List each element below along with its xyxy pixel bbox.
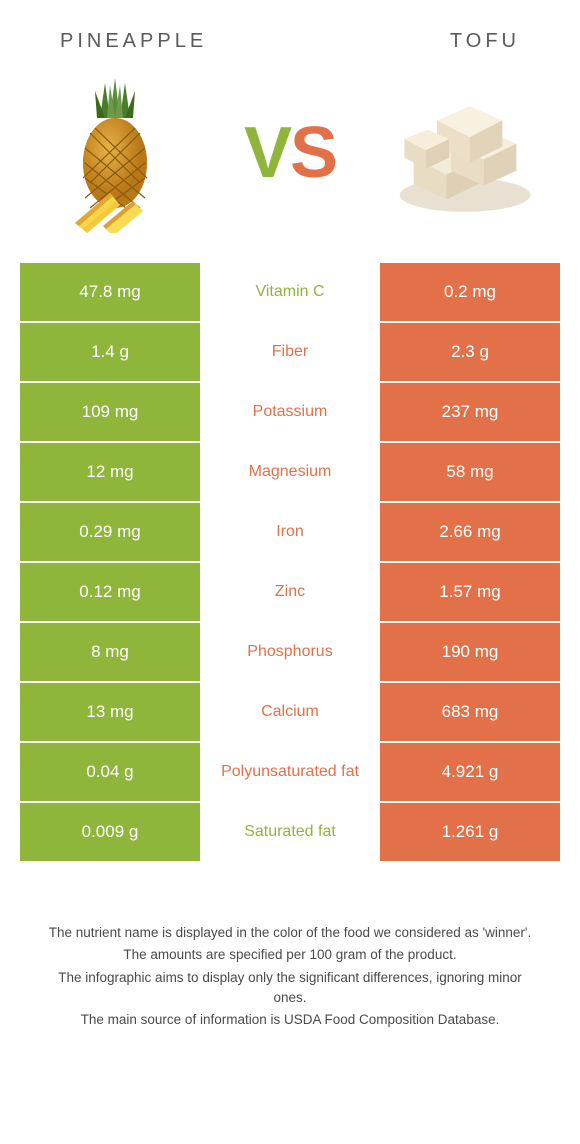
left-value: 1.4 g [20,323,200,381]
right-value: 237 mg [380,383,560,441]
nutrient-label: Magnesium [200,443,380,501]
right-food-title: TOFU [450,30,520,53]
table-row: 109 mgPotassium237 mg [20,383,560,443]
left-value: 0.12 mg [20,563,200,621]
left-value: 0.04 g [20,743,200,801]
table-row: 47.8 mgVitamin C0.2 mg [20,263,560,323]
nutrient-label: Fiber [200,323,380,381]
tofu-image [395,73,535,233]
right-value: 58 mg [380,443,560,501]
right-value: 2.3 g [380,323,560,381]
vs-v: V [244,113,290,193]
left-value: 12 mg [20,443,200,501]
table-row: 0.009 gSaturated fat1.261 g [20,803,560,863]
nutrient-label: Calcium [200,683,380,741]
right-value: 4.921 g [380,743,560,801]
right-value: 1.261 g [380,803,560,861]
nutrient-label: Zinc [200,563,380,621]
footnote-line: The amounts are specified per 100 gram o… [40,945,540,965]
table-row: 12 mgMagnesium58 mg [20,443,560,503]
table-row: 8 mgPhosphorus190 mg [20,623,560,683]
left-value: 0.009 g [20,803,200,861]
footnotes: The nutrient name is displayed in the co… [40,923,540,1030]
right-value: 683 mg [380,683,560,741]
left-value: 8 mg [20,623,200,681]
header: PINEAPPLE TOFU [0,0,580,63]
nutrient-label: Potassium [200,383,380,441]
footnote-line: The nutrient name is displayed in the co… [40,923,540,943]
vs-label: VS [244,112,336,194]
table-row: 0.29 mgIron2.66 mg [20,503,560,563]
table-row: 13 mgCalcium683 mg [20,683,560,743]
footnote-line: The infographic aims to display only the… [40,968,540,1009]
left-value: 47.8 mg [20,263,200,321]
tofu-icon [395,88,535,218]
right-value: 0.2 mg [380,263,560,321]
table-row: 0.04 gPolyunsaturated fat4.921 g [20,743,560,803]
pineapple-icon [55,73,175,233]
nutrient-label: Iron [200,503,380,561]
nutrient-label: Vitamin C [200,263,380,321]
right-value: 1.57 mg [380,563,560,621]
table-row: 0.12 mgZinc1.57 mg [20,563,560,623]
comparison-table: 47.8 mgVitamin C0.2 mg1.4 gFiber2.3 g109… [20,263,560,863]
left-food-title: PINEAPPLE [60,30,207,53]
left-value: 13 mg [20,683,200,741]
right-value: 2.66 mg [380,503,560,561]
table-row: 1.4 gFiber2.3 g [20,323,560,383]
pineapple-image [45,73,185,233]
vs-s: S [290,113,336,193]
left-value: 109 mg [20,383,200,441]
footnote-line: The main source of information is USDA F… [40,1010,540,1030]
nutrient-label: Saturated fat [200,803,380,861]
nutrient-label: Phosphorus [200,623,380,681]
right-value: 190 mg [380,623,560,681]
hero-row: VS [0,63,580,253]
nutrient-label: Polyunsaturated fat [200,743,380,801]
left-value: 0.29 mg [20,503,200,561]
